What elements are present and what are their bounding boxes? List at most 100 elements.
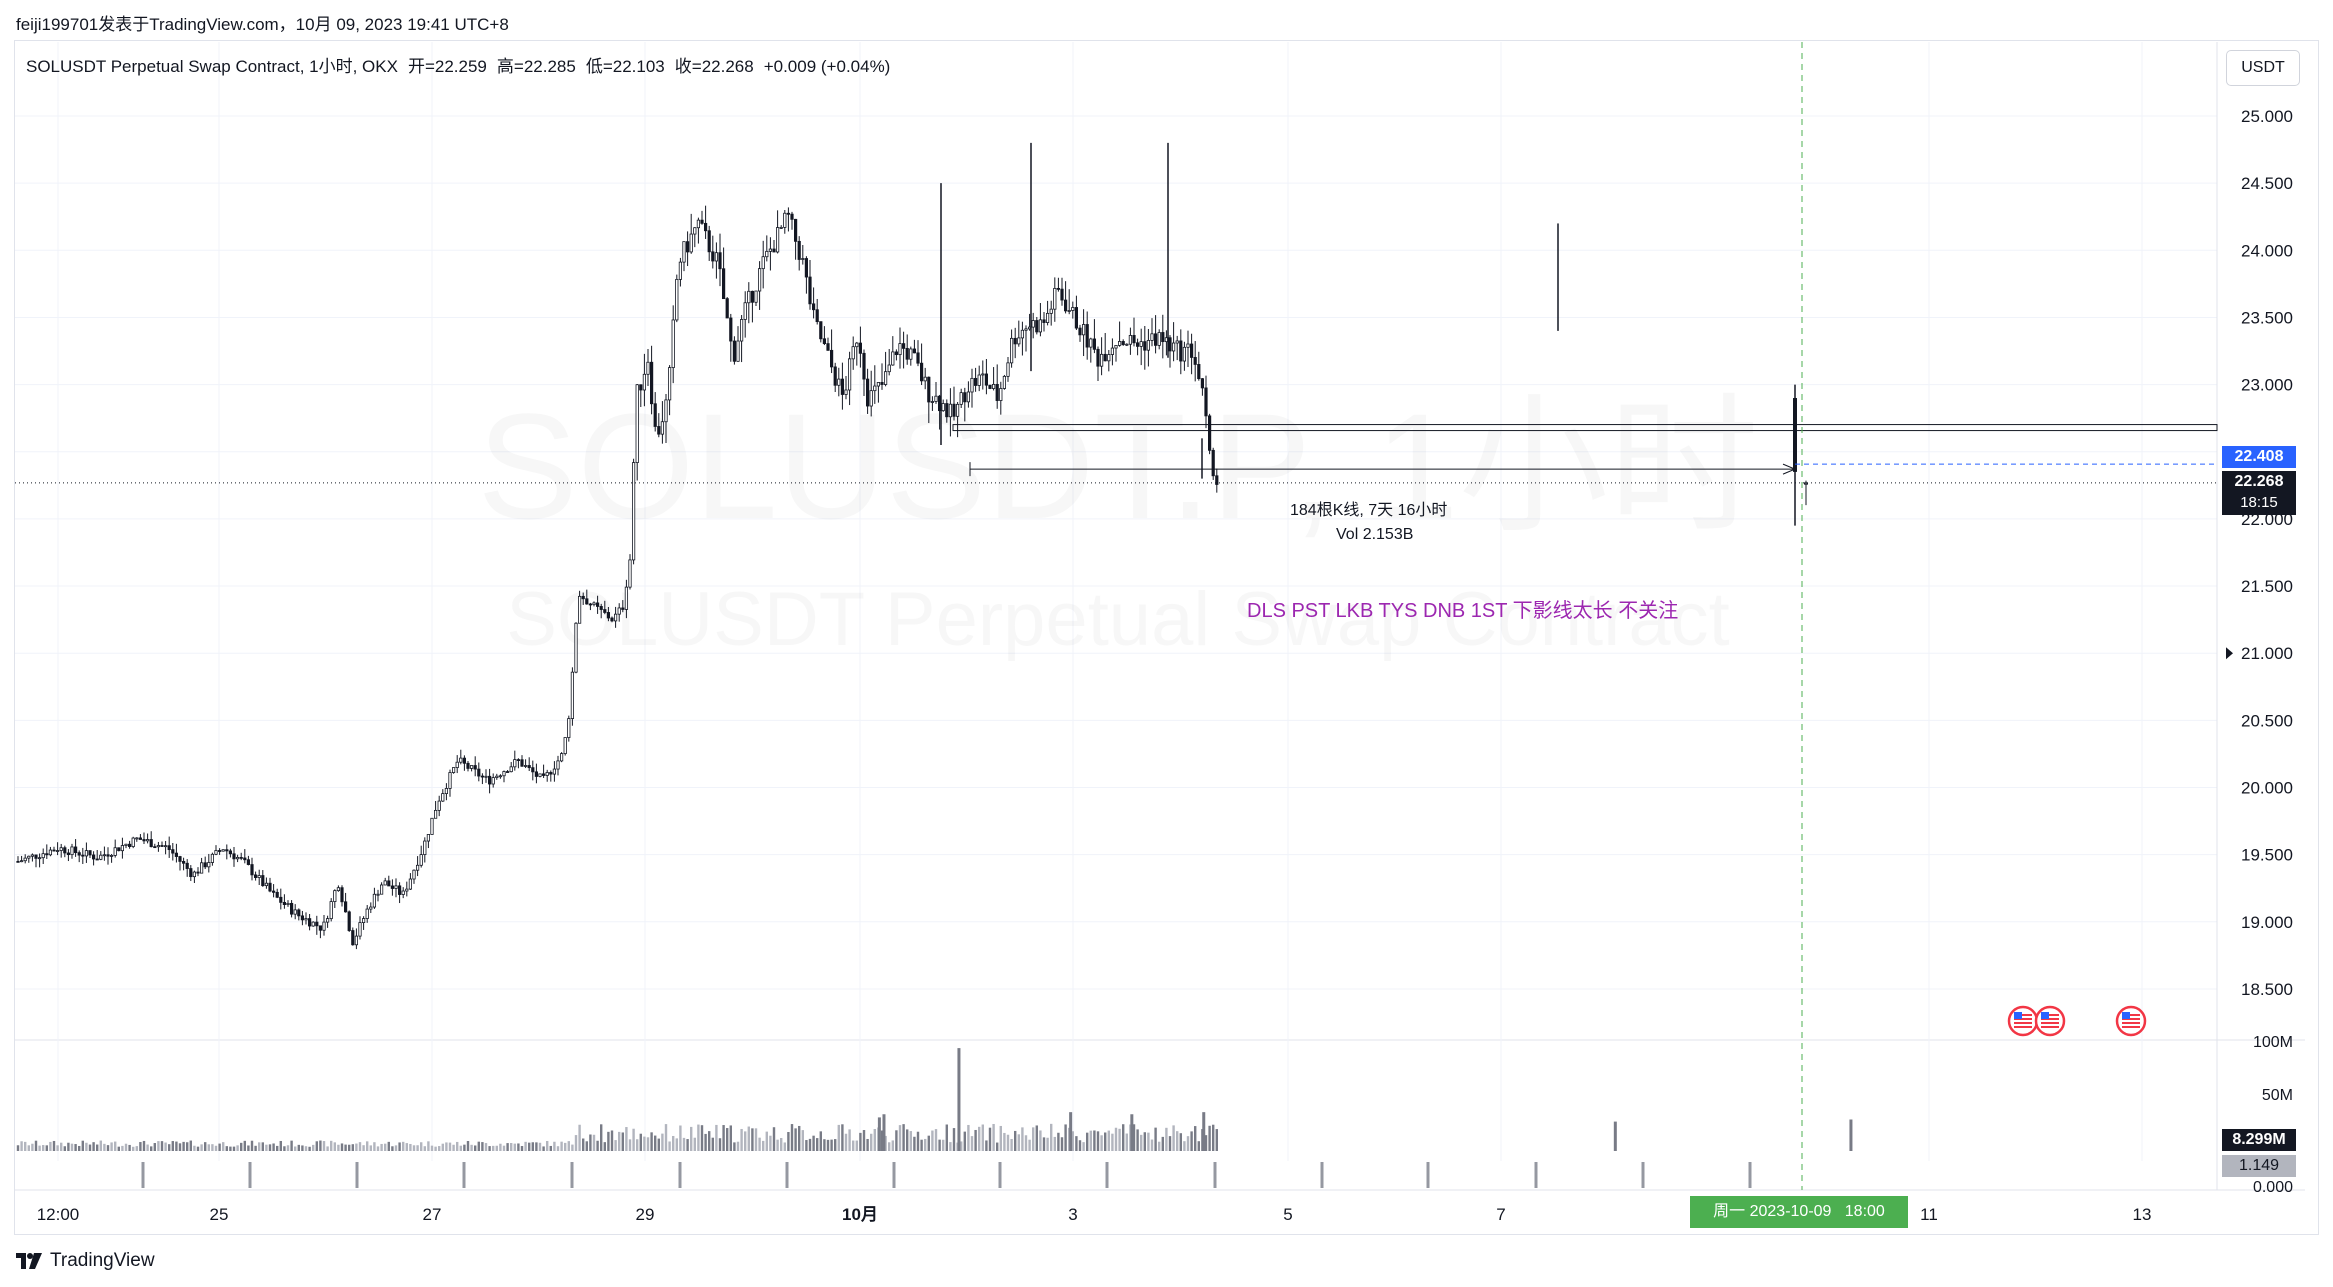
- candle-body: [959, 392, 963, 405]
- candle-body: [923, 376, 927, 382]
- volume-bar: [916, 1131, 920, 1151]
- footer-brand[interactable]: TradingView: [16, 1250, 155, 1272]
- volume-bar: [1150, 1139, 1154, 1151]
- volume-bar: [160, 1141, 164, 1151]
- volume-bar: [333, 1142, 336, 1151]
- measure-bars-label: 184根K线, 7天 16小时: [1290, 502, 1448, 519]
- time-tick-label: 11: [1920, 1205, 1938, 1224]
- candle-body: [617, 607, 621, 615]
- price-tick-label: 23.500: [2241, 308, 2293, 327]
- volume-spike: [877, 1117, 881, 1151]
- volume-bar: [783, 1142, 786, 1151]
- volume-bar: [427, 1141, 430, 1151]
- annotation-text[interactable]: DLS PST LKB TYS DNB 1ST 下影线太长 不关注: [1247, 600, 1679, 622]
- volume-bar: [805, 1140, 808, 1151]
- price-axis: 25.00024.50024.00023.50023.00022.50022.0…: [2241, 107, 2293, 999]
- volume-bar: [1136, 1129, 1139, 1151]
- volume-bar: [78, 1145, 81, 1151]
- volume-bar: [726, 1128, 729, 1151]
- volume-bar: [330, 1140, 333, 1151]
- session-marker: [141, 1162, 145, 1188]
- candle-body: [271, 890, 276, 893]
- candle-body: [322, 921, 326, 931]
- measure-volume-label: Vol 2.153B: [1336, 526, 1414, 543]
- candle-body: [279, 896, 283, 903]
- candle-body: [1110, 347, 1114, 355]
- volume-bar: [211, 1144, 214, 1151]
- us-flag-event-icon: [2034, 1005, 2066, 1037]
- volume-bar: [952, 1128, 956, 1151]
- session-marker: [998, 1162, 1002, 1188]
- time-tick-label: 5: [1283, 1205, 1292, 1224]
- candle-body: [711, 251, 715, 262]
- candle-body: [1193, 357, 1197, 365]
- volume-bar: [945, 1124, 948, 1151]
- candle-body: [311, 921, 315, 927]
- volume-bar: [603, 1142, 606, 1151]
- volume-bar: [373, 1142, 376, 1151]
- volume-bar: [1014, 1130, 1017, 1151]
- volume-spike: [882, 1114, 886, 1151]
- volume-bar: [1028, 1139, 1031, 1151]
- volume-bar: [139, 1142, 142, 1151]
- volume-bar: [754, 1128, 758, 1151]
- candle-body: [383, 880, 387, 886]
- time-tick-label: 13: [2133, 1205, 2152, 1224]
- candle-body: [887, 364, 891, 373]
- alert-arrow-icon: [2226, 647, 2233, 660]
- candle-body: [642, 373, 647, 391]
- time-tick-label: 3: [1068, 1205, 1077, 1224]
- volume-bar: [1071, 1131, 1074, 1151]
- flag-stripe: [2014, 1026, 2032, 1028]
- volume-bar: [560, 1141, 563, 1151]
- volume-bar: [668, 1141, 671, 1151]
- volume-bar: [855, 1140, 858, 1151]
- volume-bar: [618, 1131, 621, 1151]
- volume-bar: [1165, 1127, 1168, 1151]
- candle-body: [1161, 332, 1165, 343]
- candle-body: [790, 213, 794, 220]
- volume-bar: [582, 1138, 585, 1151]
- candle-body: [473, 765, 477, 770]
- volume-spike: [1202, 1112, 1206, 1151]
- candle-body: [524, 765, 528, 767]
- candle-body: [1211, 449, 1215, 477]
- volume-bar: [736, 1141, 740, 1151]
- volume-spike: [1849, 1119, 1853, 1151]
- volume-bar: [81, 1140, 84, 1151]
- volume-bar: [970, 1136, 974, 1151]
- secondary-volume-tag: 1.149: [2222, 1155, 2296, 1177]
- candle-body: [941, 403, 945, 412]
- candle-body: [768, 248, 773, 252]
- currency-button[interactable]: USDT: [2226, 50, 2300, 86]
- volume-bar: [780, 1138, 783, 1151]
- candle-body: [830, 349, 834, 368]
- candle-body: [120, 845, 124, 852]
- volume-bar: [884, 1135, 887, 1151]
- candle-body: [552, 768, 557, 775]
- volume-bar: [913, 1136, 916, 1151]
- volume-bar: [891, 1140, 894, 1151]
- candle-body: [556, 760, 560, 770]
- volume-bar: [988, 1127, 992, 1151]
- legend-change: +0.009 (+0.04%): [763, 57, 891, 76]
- volume-bar: [1179, 1133, 1182, 1151]
- volume-bar: [1100, 1135, 1103, 1151]
- candle-body: [203, 862, 207, 868]
- candle-body: [837, 378, 841, 386]
- candle-body: [560, 753, 564, 762]
- volume-bar: [168, 1144, 171, 1151]
- volume-bar: [175, 1141, 178, 1151]
- candle-body: [419, 854, 423, 866]
- volume-bar: [196, 1146, 200, 1151]
- volume-bar: [1082, 1142, 1085, 1151]
- candle-body: [1208, 415, 1212, 451]
- volume-bar: [924, 1138, 927, 1151]
- flag-stripe: [2041, 1014, 2059, 1016]
- candle-body: [307, 918, 312, 927]
- volume-bar: [45, 1145, 48, 1151]
- candle-body: [909, 348, 913, 360]
- flag-stripe: [2122, 1014, 2140, 1016]
- volume-bar: [1143, 1132, 1146, 1151]
